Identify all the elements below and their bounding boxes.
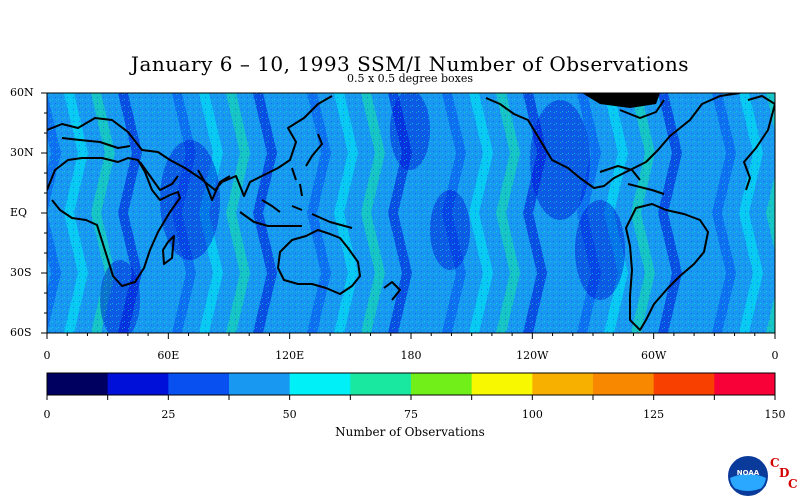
colorbar-segment <box>593 373 655 395</box>
hudson-coast <box>619 99 665 119</box>
cuba-coast <box>627 183 665 195</box>
colorbar-segment <box>289 373 351 395</box>
south-america-coast <box>625 203 709 331</box>
cdc-letter-c2: C <box>788 477 798 491</box>
greenland-coast <box>743 95 775 191</box>
gulf-coast <box>599 165 641 181</box>
longitude-label: 0 <box>43 349 51 362</box>
colorbar-segment <box>107 373 169 395</box>
longitude-label: 60E <box>157 349 180 362</box>
colorbar-tick-label: 150 <box>764 408 786 421</box>
latitude-label: 30S <box>10 266 32 279</box>
philippines-coast <box>291 167 303 197</box>
japan-coast <box>305 133 323 167</box>
svg-text:NOAA: NOAA <box>737 469 760 477</box>
longitude-label: 180 <box>400 349 422 362</box>
cdc-letter-d: D <box>779 466 790 480</box>
coastlines <box>47 93 775 331</box>
latitude-label: 30N <box>10 146 34 159</box>
indonesia-coast <box>239 199 353 229</box>
latitude-label: 60S <box>10 326 32 339</box>
arabia-coast <box>139 161 179 191</box>
longitude-label: 0 <box>771 349 779 362</box>
speckle-texture <box>47 93 775 333</box>
colorbar-tick-label: 50 <box>282 408 297 421</box>
colorbar-segment <box>229 373 291 395</box>
latitude-label: EQ <box>10 206 28 219</box>
new-zealand-coast <box>383 281 401 301</box>
india-coast <box>197 169 231 201</box>
madagascar-coast <box>162 235 175 265</box>
noaa-logo: NOAA <box>728 456 768 500</box>
colorbar-segment <box>532 373 594 395</box>
north-america-coast <box>485 93 741 189</box>
colorbar-tick-label: 75 <box>404 408 418 421</box>
colorbar-segment <box>47 373 109 395</box>
colorbar-segment <box>471 373 533 395</box>
latitude-label: 60N <box>10 86 34 99</box>
colorbar <box>46 372 776 400</box>
mediterranean-coast <box>61 137 131 149</box>
cdc-letter-c1: C <box>770 456 780 470</box>
map-title: January 6 – 10, 1993 SSM/I Number of Obs… <box>130 52 690 76</box>
map-area <box>47 93 775 333</box>
africa-coast <box>47 157 181 287</box>
colorbar-tick-label: 0 <box>43 408 51 421</box>
colorbar-tick-label: 25 <box>161 408 176 421</box>
longitude-label: 120W <box>516 349 549 362</box>
longitude-label: 120E <box>275 349 305 362</box>
colorbar-segment <box>714 373 776 395</box>
colorbar-title: Number of Observations <box>335 425 485 439</box>
longitude-label: 60W <box>641 349 667 362</box>
colorbar-tick-label: 125 <box>643 408 665 421</box>
arctic-ice <box>582 93 660 108</box>
colorbar-segment <box>653 373 715 395</box>
colorbar-segment <box>350 373 412 395</box>
colorbar-segment <box>168 373 230 395</box>
australia-coast <box>277 229 361 295</box>
map-subtitle: 0.5 x 0.5 degree boxes <box>346 72 474 85</box>
colorbar-tick-label: 100 <box>521 408 543 421</box>
noaa-emblem-icon: NOAA <box>728 456 768 496</box>
colorbar-segment <box>411 373 473 395</box>
axis-ticks <box>41 92 776 339</box>
